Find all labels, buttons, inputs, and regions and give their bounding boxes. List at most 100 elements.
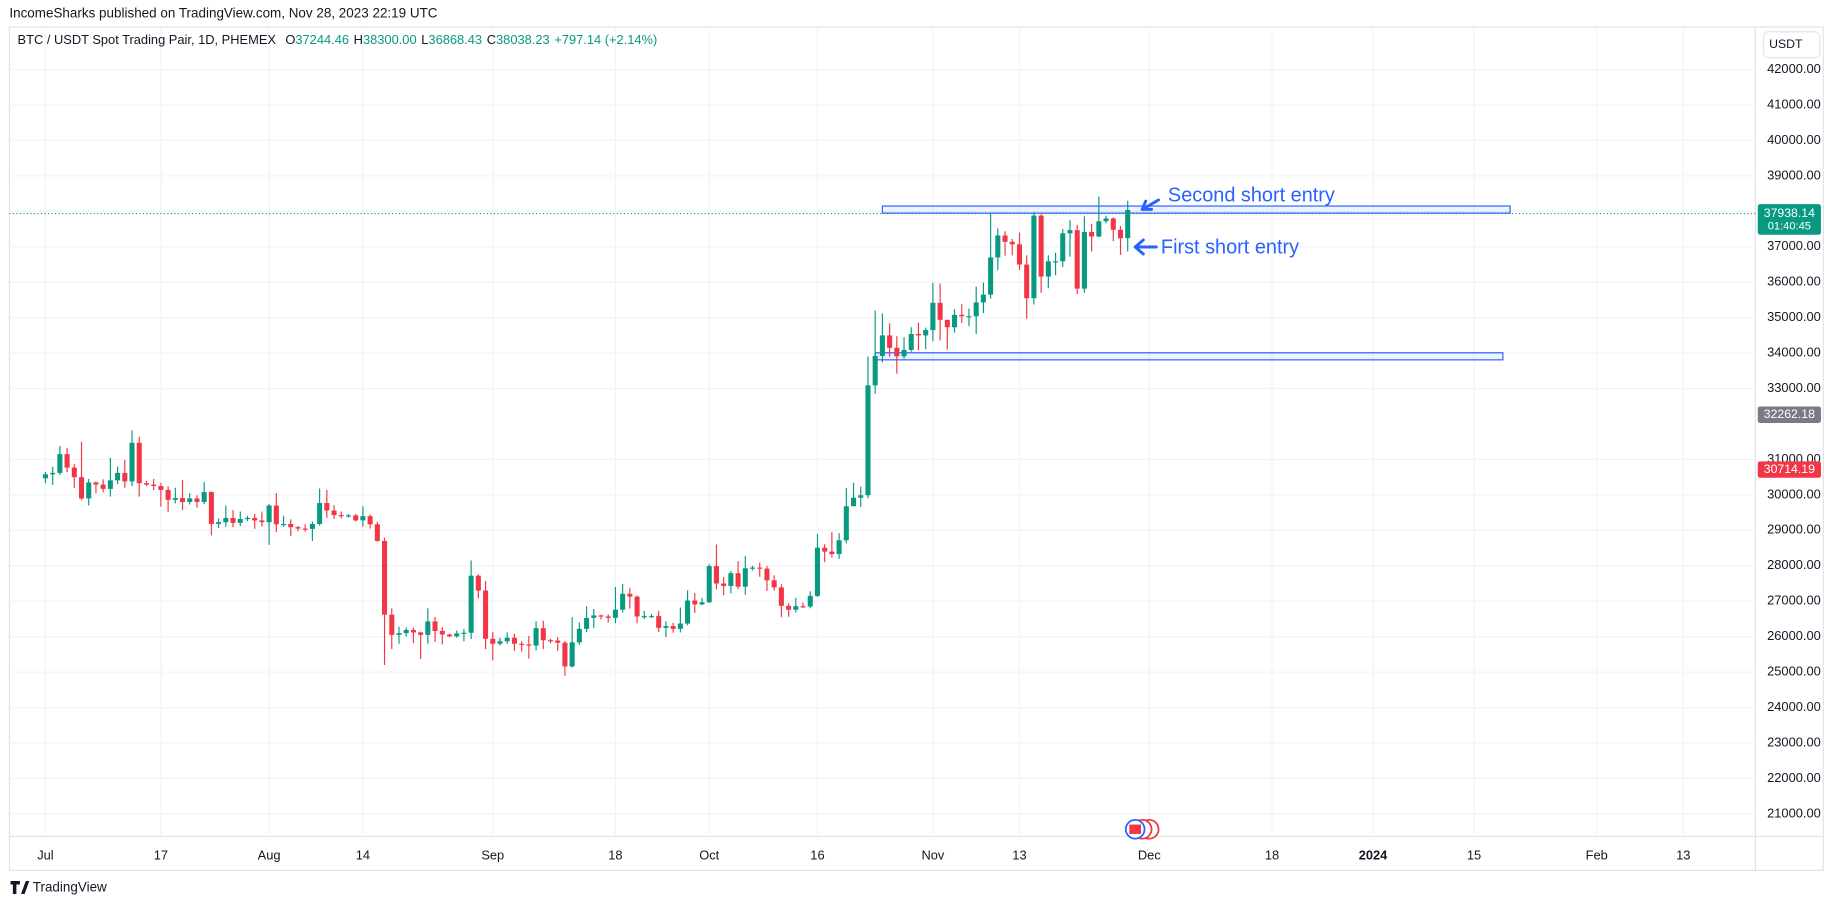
legend-item: H — [354, 33, 363, 48]
y-tick-label: 42000.00 — [1767, 61, 1821, 76]
candle-body — [1045, 261, 1051, 277]
x-tick-label: 16 — [810, 848, 824, 863]
candle-body — [57, 454, 63, 473]
candle-body — [432, 621, 438, 631]
y-tick-label: 33000.00 — [1767, 380, 1821, 395]
candle-body — [237, 518, 243, 523]
x-tick-label: Aug — [258, 848, 281, 863]
candle-body — [1009, 241, 1015, 245]
price-label: 32262.18 — [1764, 407, 1815, 421]
candle-body — [468, 575, 474, 633]
x-tick-label: Feb — [1586, 848, 1608, 863]
candle-body — [266, 505, 272, 523]
y-tick-label: 30000.00 — [1767, 486, 1821, 501]
x-tick-label: 2024 — [1359, 848, 1388, 863]
candle-body — [454, 633, 460, 637]
x-tick-label: Nov — [921, 848, 944, 863]
candle-body — [288, 523, 294, 528]
candle-body — [483, 590, 489, 639]
candle-body — [562, 642, 568, 667]
x-tick-label: 14 — [356, 848, 370, 863]
candle-body — [879, 335, 885, 356]
candle-body — [634, 596, 640, 617]
candle-body — [78, 477, 85, 499]
candle-body — [670, 626, 676, 629]
candle-body — [158, 486, 164, 490]
candle-body — [223, 517, 229, 523]
candle-body — [295, 527, 301, 529]
candle-body — [151, 484, 157, 487]
candle-body — [786, 605, 792, 610]
brand-logo — [10, 881, 30, 894]
price-label: 30714.19 — [1764, 462, 1815, 476]
candle-body — [410, 629, 416, 633]
candle-body — [1024, 264, 1030, 299]
publish-header: IncomeSharks published on TradingView.co… — [9, 6, 437, 21]
candle-body — [836, 540, 842, 555]
candle-body — [302, 528, 308, 530]
candle-body — [519, 643, 525, 645]
arrow — [1140, 198, 1161, 211]
legend-item: C — [487, 33, 496, 48]
candle-body — [64, 454, 70, 468]
candle-body — [627, 593, 633, 597]
candle-body — [685, 600, 691, 624]
candle-body — [699, 602, 705, 605]
candle-body — [814, 547, 820, 596]
candle-body — [706, 566, 712, 603]
candle-body — [995, 235, 1001, 258]
legend-item: L — [421, 33, 428, 48]
annotation: First short entry — [1161, 236, 1299, 258]
legend-item: O — [285, 33, 295, 48]
x-tick-label: Sep — [481, 848, 504, 863]
candle-body — [403, 629, 409, 634]
candle-body — [908, 333, 914, 350]
candle-body — [165, 489, 171, 500]
candle-body — [143, 483, 149, 485]
x-tick-label: 18 — [1265, 848, 1279, 863]
candle-body — [1089, 231, 1095, 237]
x-tick-label: 13 — [1012, 848, 1026, 863]
candle-body — [591, 615, 597, 618]
candle-body — [115, 472, 121, 481]
y-tick-label: 27000.00 — [1767, 593, 1821, 608]
event-icon[interactable] — [1124, 818, 1160, 840]
candle-body — [959, 314, 965, 317]
candle-body — [309, 523, 315, 529]
candle-body — [742, 568, 748, 587]
candle-body — [677, 623, 683, 629]
legend-item: 36868.43 — [428, 33, 482, 48]
candle-body — [50, 472, 56, 475]
candle-body — [345, 515, 351, 517]
candle-body — [1031, 215, 1037, 299]
candle-body — [757, 567, 763, 569]
price-label-box — [1757, 406, 1821, 423]
chart-frame — [8, 26, 1824, 872]
candle-body — [1103, 218, 1109, 222]
y-tick-label: 37000.00 — [1767, 238, 1821, 253]
price-zone — [881, 205, 1511, 214]
candle-body — [194, 498, 200, 502]
candle-body — [749, 567, 756, 569]
candle-body — [389, 614, 395, 635]
candle-body — [569, 642, 575, 667]
candle-body — [980, 294, 986, 303]
candle-body — [937, 302, 943, 320]
currency-button[interactable] — [1763, 31, 1821, 59]
candle-body — [728, 573, 734, 586]
currency-label[interactable]: USDT — [1769, 37, 1803, 51]
y-tick-label: 24000.00 — [1767, 699, 1821, 714]
candle-body — [490, 638, 496, 644]
candle-body — [1016, 244, 1023, 265]
y-tick-label: 39000.00 — [1767, 167, 1821, 182]
y-tick-label: 25000.00 — [1767, 663, 1821, 678]
price-label-box — [1757, 204, 1821, 235]
candle-body — [1002, 235, 1008, 242]
candle-body — [230, 517, 236, 523]
candle-body — [793, 606, 799, 610]
candle-body — [281, 523, 287, 526]
grid: 21000.00 22000.00 23000.00 24000.00 25000.00… — [9, 27, 1824, 871]
candle-body — [656, 616, 662, 628]
price-label: 37938.14 — [1764, 206, 1815, 220]
legend-item: +797.14 (+2.14%) — [554, 33, 657, 48]
